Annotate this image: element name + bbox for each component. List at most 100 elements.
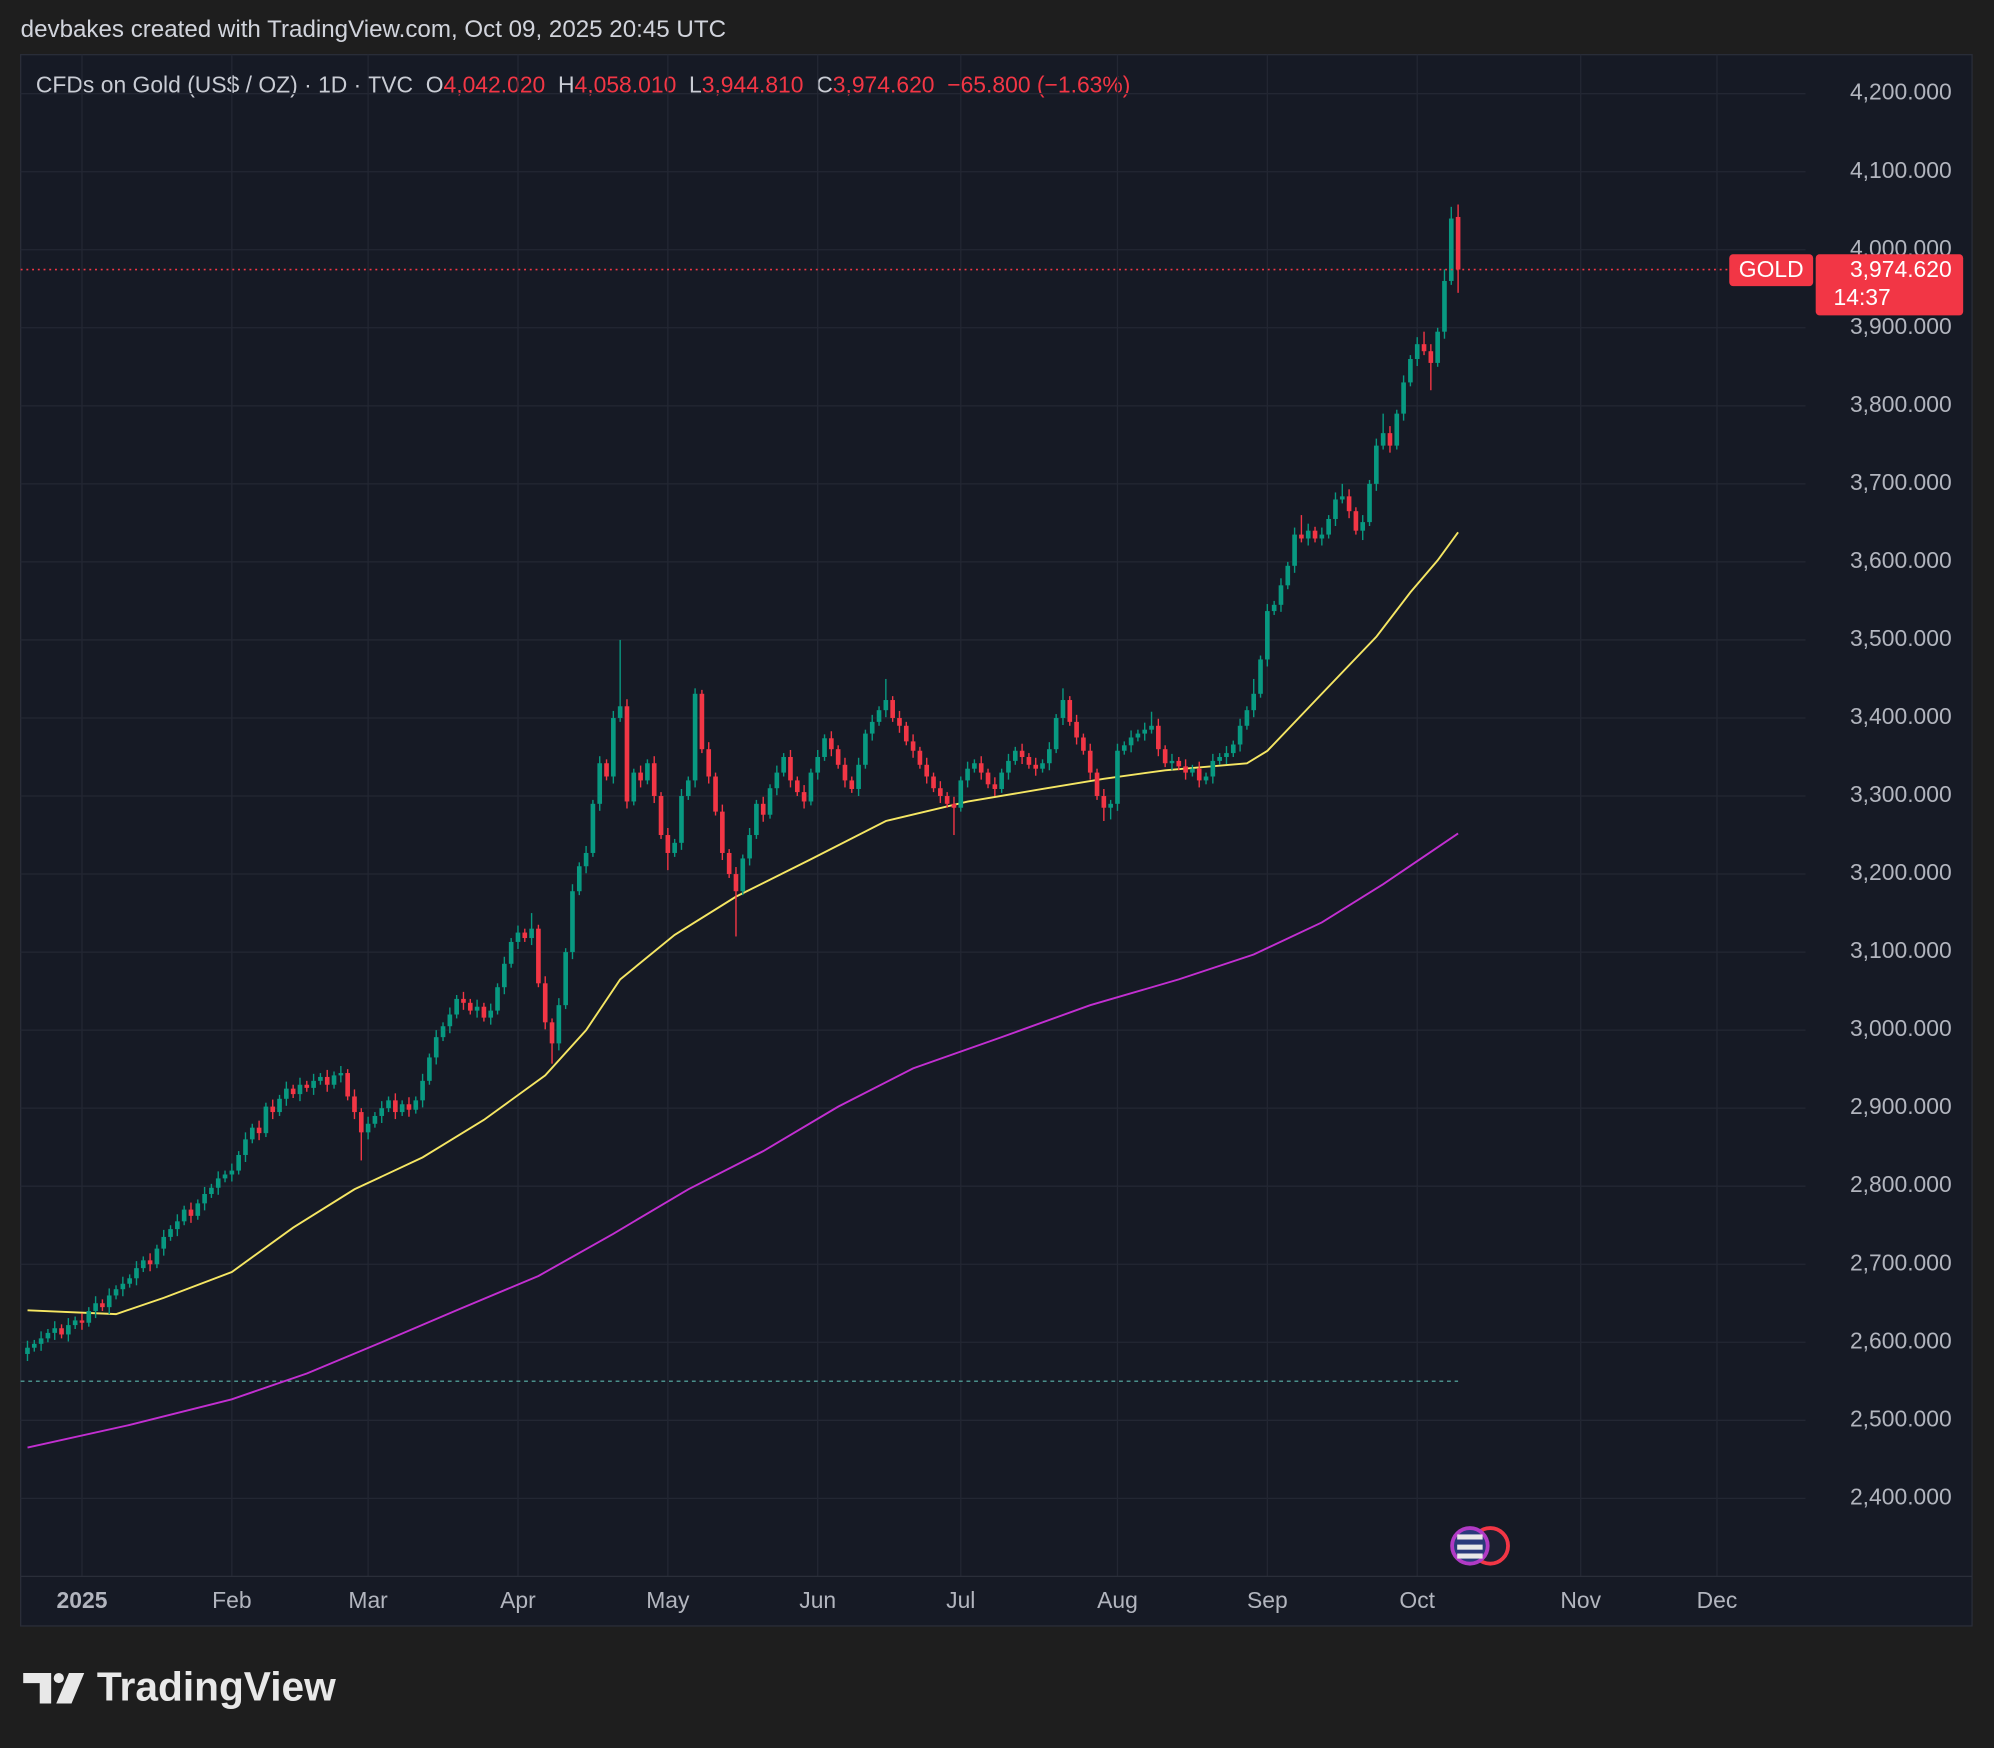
candle-body (665, 835, 671, 853)
price-badge (1815, 254, 1964, 316)
candle-body (154, 1248, 160, 1265)
candle-body (209, 1187, 214, 1194)
y-tick-label: 3,900.000 (1850, 313, 1952, 339)
candle-body (52, 1328, 58, 1333)
candle-body (467, 1002, 473, 1011)
candle-body (1299, 534, 1304, 539)
candle-body (140, 1260, 146, 1269)
candle-body (393, 1100, 398, 1113)
candle-body (903, 725, 909, 742)
candle-body (1196, 768, 1202, 781)
y-tick-label: 4,100.000 (1850, 157, 1952, 183)
y-tick-label: 3,600.000 (1850, 547, 1952, 573)
candle-body (66, 1325, 71, 1335)
x-tick-label: Apr (500, 1587, 536, 1613)
x-tick-label: Dec (1697, 1587, 1738, 1613)
candle-body (890, 700, 895, 718)
candle-body (365, 1123, 371, 1133)
candle-body (1305, 530, 1311, 539)
candle-body (733, 874, 739, 892)
y-tick-label: 2,600.000 (1850, 1327, 1952, 1353)
candle-body (1203, 776, 1209, 781)
x-tick-label: 2025 (57, 1587, 108, 1613)
candle-body (829, 738, 834, 750)
candle-body (978, 763, 984, 773)
candle-body (1230, 744, 1236, 754)
candle-body (215, 1178, 221, 1188)
candle-body (808, 772, 814, 802)
candle-body (236, 1154, 241, 1171)
candle-body (924, 764, 930, 777)
candle-body (120, 1283, 126, 1290)
candle-body (318, 1076, 323, 1081)
flag-stripe (1457, 1534, 1483, 1540)
candle-body (311, 1080, 316, 1088)
candle-body (345, 1073, 350, 1097)
candle-body (249, 1127, 255, 1140)
candle-body (25, 1347, 30, 1354)
candle-body (1448, 218, 1454, 281)
candle-body (106, 1295, 112, 1308)
chart-frame (20, 54, 1973, 1627)
candle-body (86, 1311, 92, 1323)
candle-body (842, 764, 848, 781)
ohlc-label: O (426, 71, 444, 97)
candle-body (290, 1088, 296, 1095)
candle-body (1053, 717, 1059, 750)
candle-body (358, 1112, 364, 1133)
candle-body (488, 1010, 494, 1018)
candle-body (542, 983, 548, 1023)
candle-body (938, 788, 943, 797)
candle-body (726, 852, 732, 875)
candle-body (454, 998, 459, 1015)
y-tick-label: 3,400.000 (1850, 703, 1952, 729)
candle-body (801, 792, 807, 802)
candle-body (79, 1320, 85, 1323)
candle-body (161, 1236, 167, 1249)
candle-body (1251, 693, 1257, 711)
ohlc-label: L (689, 71, 702, 97)
candle-body (645, 763, 650, 781)
candle-body (1101, 796, 1107, 808)
candle-body (1047, 749, 1052, 764)
candle-body (672, 842, 677, 853)
candle-body (835, 749, 841, 765)
candle-body (794, 780, 800, 793)
candle-body (1326, 518, 1331, 535)
candle-body (195, 1203, 201, 1216)
candle-body (72, 1320, 78, 1326)
candle-body (372, 1115, 378, 1124)
candle-body (570, 891, 575, 953)
candle-body (263, 1106, 269, 1134)
candle-body (1149, 725, 1154, 730)
candle-body (1319, 534, 1325, 539)
candle-body (1224, 753, 1229, 757)
candle-body (386, 1100, 391, 1109)
candle-body (427, 1057, 432, 1081)
logo-mark (23, 1672, 85, 1704)
y-tick-label: 3,000.000 (1850, 1015, 1952, 1041)
candle-body (1081, 737, 1086, 751)
candle-body (1115, 750, 1120, 804)
candle-body (1060, 700, 1066, 718)
x-tick-label: Oct (1399, 1587, 1435, 1613)
candle-body (515, 932, 521, 942)
y-tick-label: 3,500.000 (1850, 625, 1952, 651)
candle-body (897, 717, 902, 726)
candle-body (1292, 534, 1297, 566)
candle-body (1087, 750, 1093, 773)
candle-body (447, 1014, 453, 1027)
candle-body (1265, 611, 1270, 660)
candle-body (706, 749, 712, 777)
candle-body (45, 1332, 51, 1339)
candle-body (631, 772, 637, 802)
candle-body (38, 1338, 44, 1344)
candle-body (270, 1106, 276, 1113)
candle-body (1142, 729, 1148, 734)
candle-body (433, 1037, 439, 1058)
candle-body (1421, 344, 1427, 352)
candle-body (93, 1303, 98, 1312)
candle-body (147, 1260, 153, 1265)
candle-body (1428, 351, 1434, 363)
ohlc-label: C (816, 71, 833, 97)
